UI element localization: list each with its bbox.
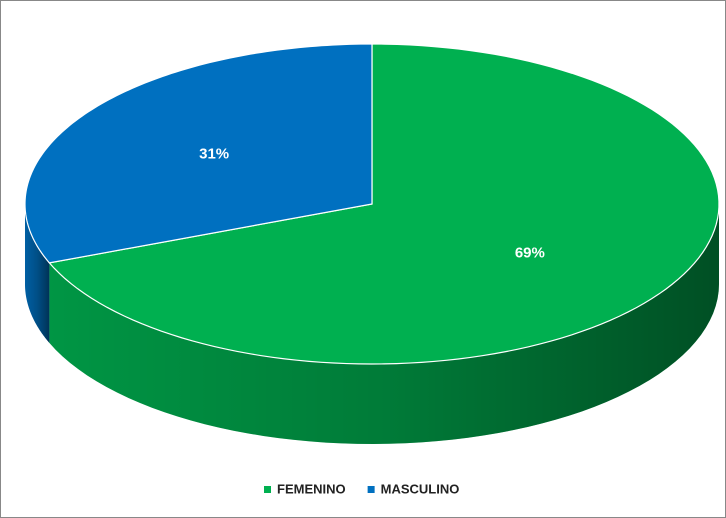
slice bbox=[24, 43, 373, 264]
pie: 69% 31% bbox=[24, 43, 720, 444]
slice-side-shade bbox=[25, 204, 50, 343]
slice-side-shade bbox=[49, 204, 720, 444]
slice bbox=[48, 43, 720, 365]
legend-swatch bbox=[264, 486, 271, 493]
legend-swatch bbox=[367, 486, 375, 493]
data-label: 31% bbox=[199, 146, 229, 163]
legend-label: MASCULINO bbox=[381, 481, 460, 496]
legend-label: FEMENINO bbox=[277, 481, 346, 496]
data-label: 69% bbox=[515, 244, 545, 261]
legend: FEMENINO MASCULINO bbox=[264, 481, 459, 496]
